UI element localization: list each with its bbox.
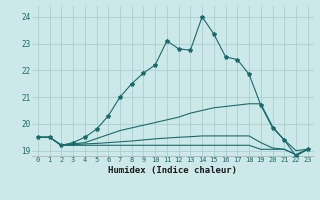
X-axis label: Humidex (Indice chaleur): Humidex (Indice chaleur)	[108, 166, 237, 175]
